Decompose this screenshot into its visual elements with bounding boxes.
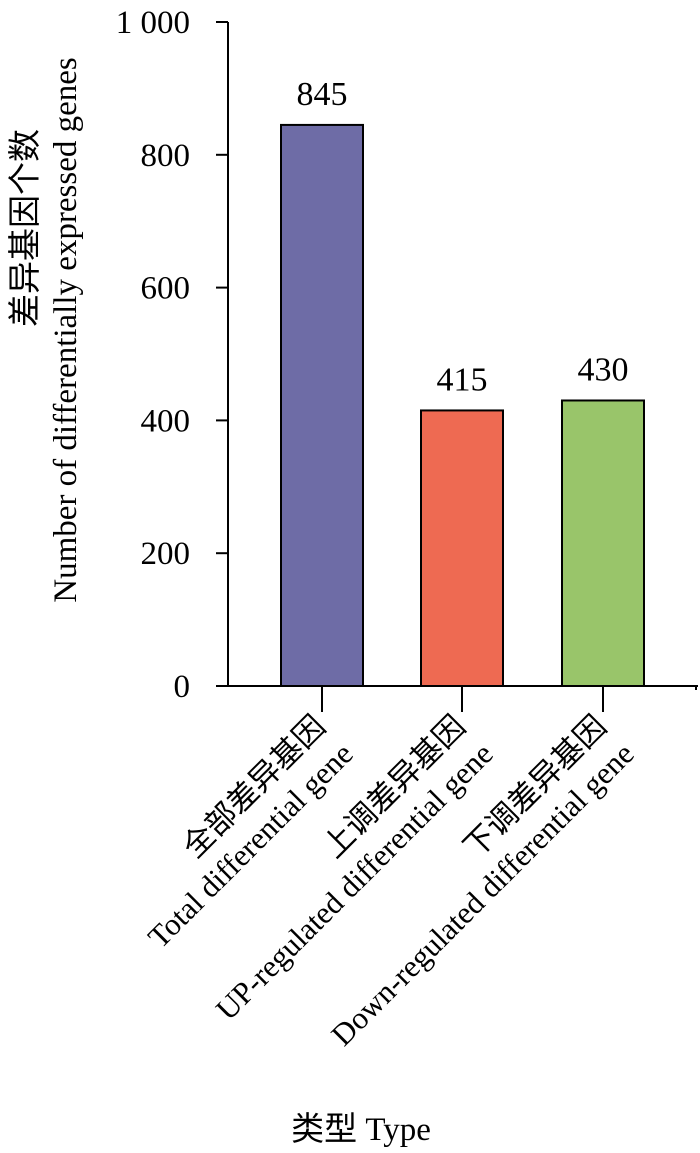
bars: 845 415 430 xyxy=(280,76,645,688)
y-tick-label: 200 xyxy=(141,536,191,572)
y-axis-title-zh: 差异基因个数 xyxy=(7,129,44,327)
y-tick-label: 400 xyxy=(141,403,191,439)
bar-value-label: 430 xyxy=(578,351,629,388)
bar-value-label: 845 xyxy=(297,76,348,113)
y-tick-label: 0 xyxy=(174,669,191,705)
y-tick-label: 600 xyxy=(141,271,191,307)
y-tick-label: 1 000 xyxy=(116,5,190,41)
y-axis-title-en: Number of differentially expressed genes xyxy=(48,57,84,603)
y-tick-label: 800 xyxy=(141,138,191,174)
y-axis-ticks: 0 200 400 600 800 1 000 xyxy=(116,5,228,705)
x-axis-title: 类型 Type xyxy=(291,1111,431,1148)
bar-value-label: 415 xyxy=(437,361,488,398)
bar xyxy=(280,123,364,688)
bar xyxy=(420,409,504,687)
bar xyxy=(561,399,645,687)
